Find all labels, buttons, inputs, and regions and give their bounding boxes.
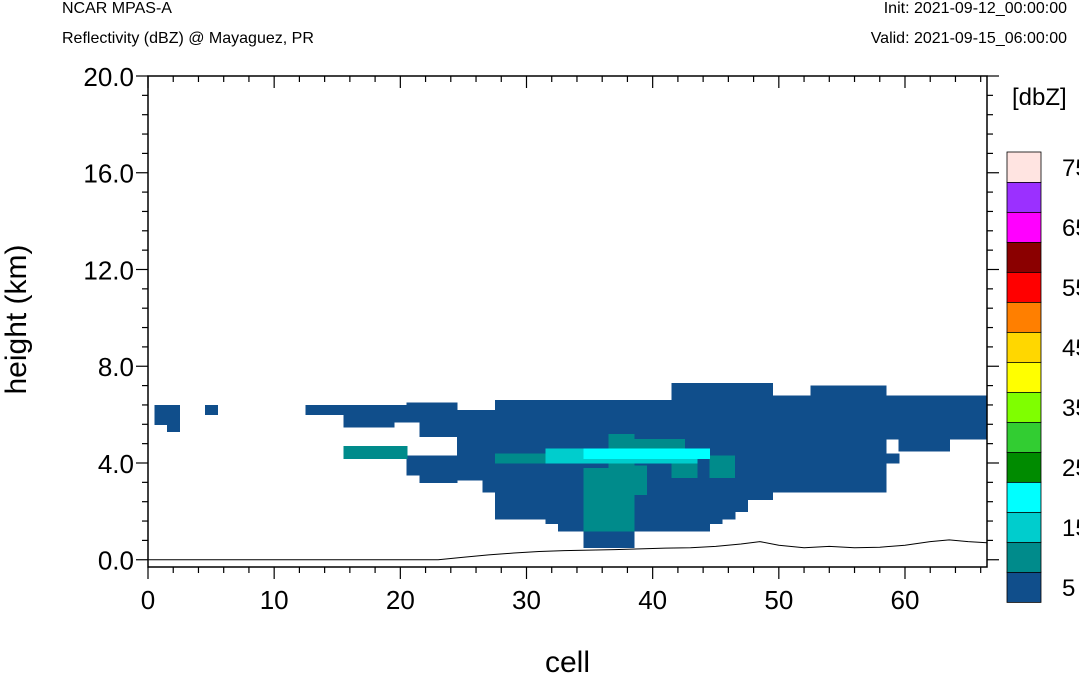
reflectivity-cell-1: [154, 404, 181, 425]
reflectivity-cell-2: [204, 404, 218, 416]
reflectivity-cell-15: [406, 455, 458, 476]
reflectivity-cell-26: [343, 446, 408, 459]
colorbar-label: 25: [1062, 455, 1079, 482]
x-tick-label: 10: [260, 585, 289, 615]
colorbar-box-60: [1006, 241, 1042, 273]
chart-title: NCAR MPAS-A: [62, 0, 172, 17]
x-tick-label: 40: [638, 585, 667, 615]
valid-time: Valid: 2021-09-15_06:00:00: [870, 30, 1067, 47]
reflectivity-cell-35: [583, 448, 711, 459]
terrain-line: [148, 539, 988, 561]
colorbar-box-40: [1006, 361, 1042, 393]
colorbar-title: [dbZ]: [1012, 84, 1067, 111]
reflectivity-cell-7: [419, 421, 458, 437]
reflectivity-cell-13: [886, 395, 988, 440]
y-tick-label: 8.0: [98, 352, 134, 382]
colorbar-label: 35: [1062, 395, 1079, 422]
y-tick-label: 4.0: [98, 449, 134, 479]
colorbar-box-35: [1006, 391, 1042, 423]
colorbar: 5 15 25 35 45 55 65 75: [1006, 151, 1079, 603]
plot-data: [154, 383, 988, 549]
y-axis-label: height (km): [0, 244, 33, 394]
colorbar-box-15: [1006, 511, 1042, 543]
reflectivity-cell-17: [457, 443, 483, 481]
colorbar-box-55: [1006, 271, 1042, 303]
colorbar-box-50: [1006, 301, 1042, 333]
reflectivity-cell-28: [583, 467, 635, 532]
reflectivity-cell-19: [886, 453, 900, 464]
y-tick-label: 0.0: [98, 546, 134, 576]
y-tick-label: 20.0: [83, 62, 134, 92]
y-tick-label: 12.0: [83, 255, 134, 285]
reflectivity-cell-9: [495, 400, 673, 445]
axis-ticks: [136, 75, 999, 579]
colorbar-label: 15: [1062, 515, 1079, 542]
reflectivity-cell-14: [898, 438, 950, 452]
reflectivity-cell-5: [406, 402, 458, 416]
reflectivity-cell-11: [772, 395, 811, 445]
x-tick-label: 30: [512, 585, 541, 615]
x-tick-label: 0: [141, 585, 155, 615]
reflectivity-cell-25: [583, 530, 635, 549]
colorbar-box-45: [1006, 331, 1042, 363]
reflectivity-cell-6: [381, 414, 458, 423]
reflectivity-cell-3: [305, 404, 408, 416]
colorbar-label: 55: [1062, 275, 1079, 302]
colorbar-box-65: [1006, 211, 1042, 243]
colorbar-label: 45: [1062, 335, 1079, 362]
init-time: Init: 2021-09-12_00:00:00: [883, 0, 1067, 17]
colorbar-box-10: [1006, 541, 1042, 573]
reflectivity-cell-16: [419, 475, 458, 483]
plot-frame: [147, 75, 988, 568]
chart-subtitle: Reflectivity (dBZ) @ Mayaguez, PR: [62, 30, 314, 47]
reflectivity-cell-33: [709, 455, 736, 479]
colorbar-label: 75: [1062, 155, 1079, 182]
colorbar-box-75: [1006, 151, 1042, 183]
x-tick-label: 50: [764, 585, 793, 615]
colorbar-box-70: [1006, 181, 1042, 213]
reflectivity-cell-27: [495, 453, 547, 464]
reflectivity-cell-31: [633, 465, 647, 495]
reflectivity-cell-0: [166, 424, 181, 433]
reflectivity-cell-8: [457, 409, 496, 445]
x-axis-label: cell: [545, 646, 590, 677]
colorbar-box-30: [1006, 421, 1042, 453]
reflectivity-cell-10: [671, 383, 774, 445]
x-tick-label: 60: [891, 585, 920, 615]
y-tick-label: 16.0: [83, 159, 134, 189]
colorbar-label: 5: [1062, 575, 1075, 602]
reflectivity-cell-12: [810, 385, 887, 445]
tick-labels: 0 10 20 30 40 50 60 0.0 4.0 8.0 12.0 16.0 20.0: [83, 62, 919, 615]
x-tick-label: 20: [386, 585, 415, 615]
colorbar-box-25: [1006, 451, 1042, 483]
colorbar-label: 65: [1062, 215, 1079, 242]
colorbar-box-20: [1006, 481, 1042, 513]
terrain: [148, 539, 988, 561]
colorbar-box-5: [1006, 571, 1042, 603]
